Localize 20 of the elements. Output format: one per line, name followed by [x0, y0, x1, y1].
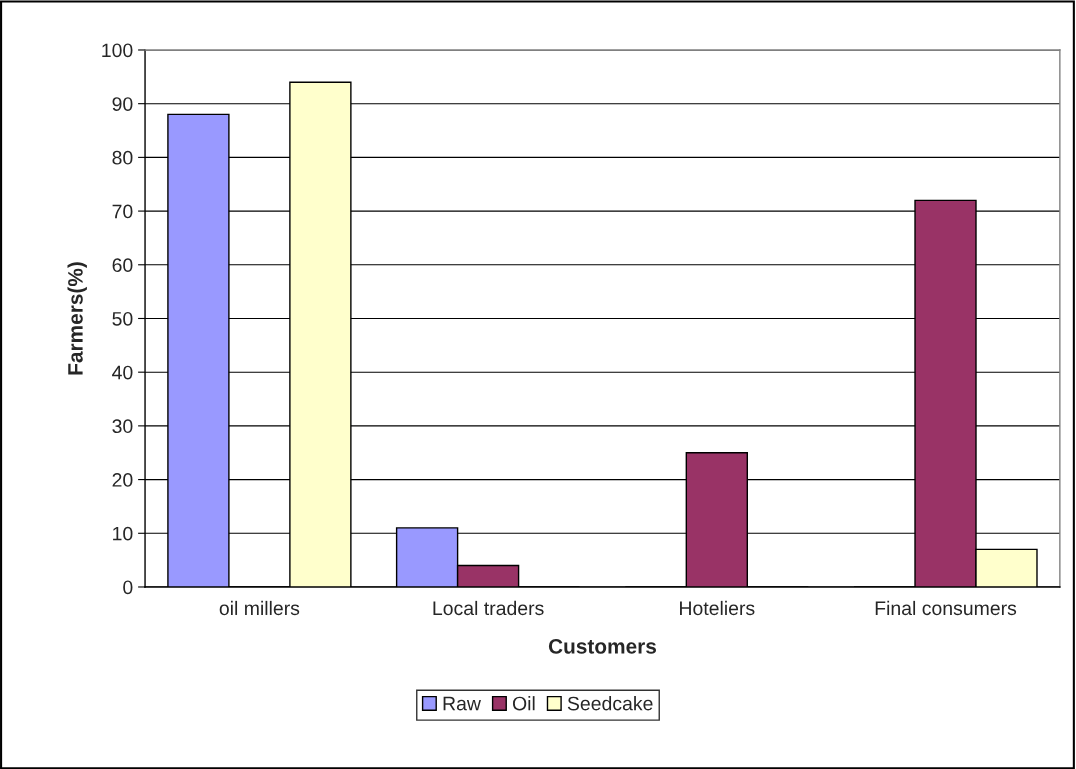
y-tick-label: 60	[112, 258, 133, 273]
x-axis-title: Customers	[548, 638, 657, 654]
y-tick-label: 90	[112, 97, 133, 111]
x-tick-label: oil millers	[219, 600, 300, 616]
legend-label: Raw	[443, 696, 481, 711]
x-tick-label: Local traders	[433, 600, 544, 616]
x-tick-label: Final consumers	[875, 600, 1017, 616]
y-tick-label: 70	[112, 204, 133, 219]
legend-label: Oil	[512, 696, 535, 711]
y-tick-label: 30	[112, 419, 133, 434]
y-tick-label: 50	[112, 311, 133, 326]
y-tick-label: 10	[113, 526, 133, 541]
y-tick-label: 40	[112, 365, 133, 380]
x-tick-label: Hoteliers	[680, 600, 755, 616]
y-tick-label: 0	[123, 580, 133, 595]
legend-label: Seedcake	[567, 696, 653, 711]
y-axis-title: Farmers(%)	[67, 262, 87, 375]
y-tick-label: 80	[112, 150, 133, 165]
y-tick-label: 20	[112, 473, 133, 487]
y-tick-label: 100	[102, 43, 133, 58]
